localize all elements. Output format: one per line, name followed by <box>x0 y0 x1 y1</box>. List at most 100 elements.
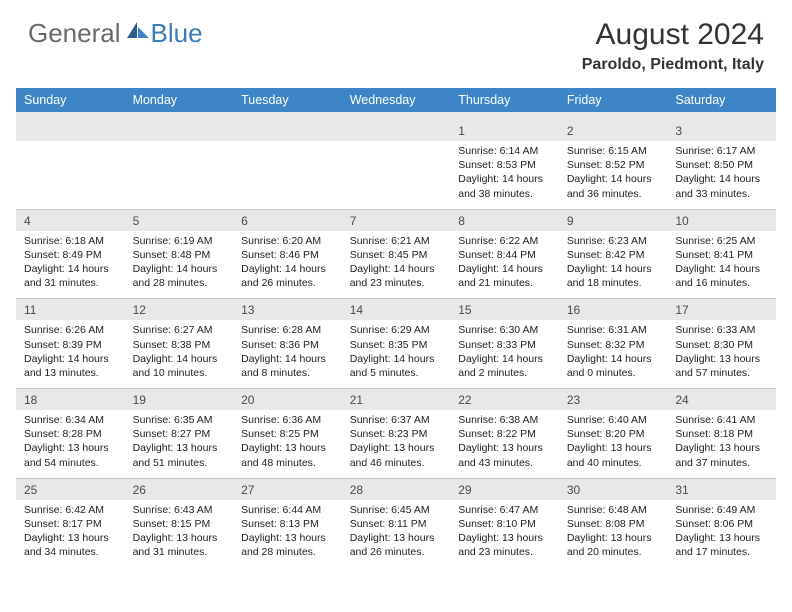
day-detail-row: Sunrise: 6:42 AMSunset: 8:17 PM Daylight:… <box>16 500 776 568</box>
day-number-cell: 14 <box>342 299 451 321</box>
daylight-line: Daylight: 14 hours and 28 minutes. <box>133 262 226 290</box>
sunset-line: Sunset: 8:42 PM <box>567 248 660 262</box>
sunset-line: Sunset: 8:18 PM <box>675 427 768 441</box>
daylight-line: Daylight: 14 hours and 8 minutes. <box>241 352 334 380</box>
sunset-line: Sunset: 8:15 PM <box>133 517 226 531</box>
sunset-line: Sunset: 8:38 PM <box>133 338 226 352</box>
daylight-line: Daylight: 14 hours and 21 minutes. <box>458 262 551 290</box>
day-number-cell: 25 <box>16 478 125 500</box>
weekday-header: Wednesday <box>342 88 451 112</box>
daylight-line: Daylight: 14 hours and 31 minutes. <box>24 262 117 290</box>
sunrise-line: Sunrise: 6:30 AM <box>458 323 551 337</box>
day-number-cell: 6 <box>233 209 342 231</box>
sunset-line: Sunset: 8:10 PM <box>458 517 551 531</box>
day-number-cell: 16 <box>559 299 668 321</box>
calendar-body: 123Sunrise: 6:14 AMSunset: 8:53 PMDaylig… <box>16 120 776 567</box>
page-header: General Blue August 2024 Paroldo, Piedmo… <box>0 0 792 82</box>
day-detail-cell: Sunrise: 6:25 AMSunset: 8:41 PMDaylight:… <box>667 231 776 299</box>
sunset-line: Sunset: 8:20 PM <box>567 427 660 441</box>
sunset-line: Sunset: 8:25 PM <box>241 427 334 441</box>
daylight-line: Daylight: 13 hours and 28 minutes. <box>241 531 334 559</box>
day-detail-cell <box>233 141 342 209</box>
day-number-cell <box>342 120 451 141</box>
day-detail-cell: Sunrise: 6:43 AMSunset: 8:15 PMDaylight:… <box>125 500 234 568</box>
day-number-cell: 12 <box>125 299 234 321</box>
day-detail-row: Sunrise: 6:18 AMSunset: 8:49 PMDaylight:… <box>16 231 776 299</box>
day-number-cell: 30 <box>559 478 668 500</box>
sunrise-line: Sunrise: 6:15 AM <box>567 144 660 158</box>
sunrise-line: Sunrise: 6:18 AM <box>24 234 117 248</box>
day-number-row: 123 <box>16 120 776 141</box>
day-number-cell: 15 <box>450 299 559 321</box>
weekday-header: Monday <box>125 88 234 112</box>
sunset-line: Sunset: 8:13 PM <box>241 517 334 531</box>
day-number-cell <box>233 120 342 141</box>
daylight-line: Daylight: 14 hours and 5 minutes. <box>350 352 443 380</box>
weekday-header-row: Sunday Monday Tuesday Wednesday Thursday… <box>16 88 776 112</box>
sunrise-line: Sunrise: 6:38 AM <box>458 413 551 427</box>
day-detail-cell: Sunrise: 6:40 AMSunset: 8:20 PMDaylight:… <box>559 410 668 478</box>
day-number-cell: 4 <box>16 209 125 231</box>
sunset-line: Sunset: 8:08 PM <box>567 517 660 531</box>
sunrise-line: Sunrise: 6:47 AM <box>458 503 551 517</box>
sunset-line: Sunset: 8:39 PM <box>24 338 117 352</box>
day-number-cell: 9 <box>559 209 668 231</box>
day-number-row: 18192021222324 <box>16 389 776 411</box>
daylight-line: Daylight: 13 hours and 26 minutes. <box>350 531 443 559</box>
day-detail-row: Sunrise: 6:26 AMSunset: 8:39 PMDaylight:… <box>16 320 776 388</box>
daylight-line: Daylight: 13 hours and 40 minutes. <box>567 441 660 469</box>
sunrise-line: Sunrise: 6:41 AM <box>675 413 768 427</box>
title-block: August 2024 Paroldo, Piedmont, Italy <box>582 18 764 74</box>
sunrise-line: Sunrise: 6:25 AM <box>675 234 768 248</box>
day-detail-cell: Sunrise: 6:17 AMSunset: 8:50 PMDaylight:… <box>667 141 776 209</box>
sunrise-line: Sunrise: 6:40 AM <box>567 413 660 427</box>
sunrise-line: Sunrise: 6:48 AM <box>567 503 660 517</box>
day-detail-cell: Sunrise: 6:21 AMSunset: 8:45 PMDaylight:… <box>342 231 451 299</box>
day-number-cell <box>16 120 125 141</box>
day-detail-row: Sunrise: 6:34 AMSunset: 8:28 PM Daylight:… <box>16 410 776 478</box>
day-detail-cell: Sunrise: 6:48 AMSunset: 8:08 PMDaylight:… <box>559 500 668 568</box>
daylight-line: Daylight: 14 hours and 2 minutes. <box>458 352 551 380</box>
sunset-line: Sunset: 8:45 PM <box>350 248 443 262</box>
sunrise-line: Sunrise: 6:34 AM <box>24 413 117 427</box>
daylight-line: Daylight: 13 hours and 37 minutes. <box>675 441 768 469</box>
day-number-cell: 8 <box>450 209 559 231</box>
sunrise-line: Sunrise: 6:17 AM <box>675 144 768 158</box>
day-number-cell: 19 <box>125 389 234 411</box>
day-detail-row: Sunrise: 6:14 AMSunset: 8:53 PMDaylight:… <box>16 141 776 209</box>
daylight-line: Daylight: 13 hours and 51 minutes. <box>133 441 226 469</box>
day-detail-cell: Sunrise: 6:26 AMSunset: 8:39 PMDaylight:… <box>16 320 125 388</box>
weekday-header: Sunday <box>16 88 125 112</box>
daylight-line: Daylight: 13 hours and 20 minutes. <box>567 531 660 559</box>
sunset-line: Sunset: 8:41 PM <box>675 248 768 262</box>
header-gap-row <box>16 112 776 120</box>
sunrise-line: Sunrise: 6:49 AM <box>675 503 768 517</box>
day-number-cell: 23 <box>559 389 668 411</box>
day-detail-cell: Sunrise: 6:15 AMSunset: 8:52 PMDaylight:… <box>559 141 668 209</box>
day-number-cell: 3 <box>667 120 776 141</box>
day-number-cell: 1 <box>450 120 559 141</box>
sunrise-line: Sunrise: 6:42 AM <box>24 503 117 517</box>
daylight-line: Daylight: 14 hours and 18 minutes. <box>567 262 660 290</box>
day-detail-cell: Sunrise: 6:44 AMSunset: 8:13 PMDaylight:… <box>233 500 342 568</box>
sunset-line: Sunset: 8:52 PM <box>567 158 660 172</box>
day-detail-cell <box>16 141 125 209</box>
day-detail-cell: Sunrise: 6:23 AMSunset: 8:42 PMDaylight:… <box>559 231 668 299</box>
day-detail-cell: Sunrise: 6:14 AMSunset: 8:53 PMDaylight:… <box>450 141 559 209</box>
sunset-line: Sunset: 8:27 PM <box>133 427 226 441</box>
daylight-line: Daylight: 14 hours and 16 minutes. <box>675 262 768 290</box>
daylight-line: Daylight: 14 hours and 36 minutes. <box>567 172 660 200</box>
day-number-cell <box>125 120 234 141</box>
sunset-line: Sunset: 8:48 PM <box>133 248 226 262</box>
day-detail-cell: Sunrise: 6:35 AMSunset: 8:27 PMDaylight:… <box>125 410 234 478</box>
sunset-line: Sunset: 8:28 PM <box>24 427 117 441</box>
month-title: August 2024 <box>582 18 764 52</box>
sunrise-line: Sunrise: 6:23 AM <box>567 234 660 248</box>
day-detail-cell <box>125 141 234 209</box>
weekday-header: Thursday <box>450 88 559 112</box>
sunset-line: Sunset: 8:22 PM <box>458 427 551 441</box>
day-number-cell: 20 <box>233 389 342 411</box>
sunrise-line: Sunrise: 6:22 AM <box>458 234 551 248</box>
day-number-cell: 28 <box>342 478 451 500</box>
sunset-line: Sunset: 8:17 PM <box>24 517 117 531</box>
